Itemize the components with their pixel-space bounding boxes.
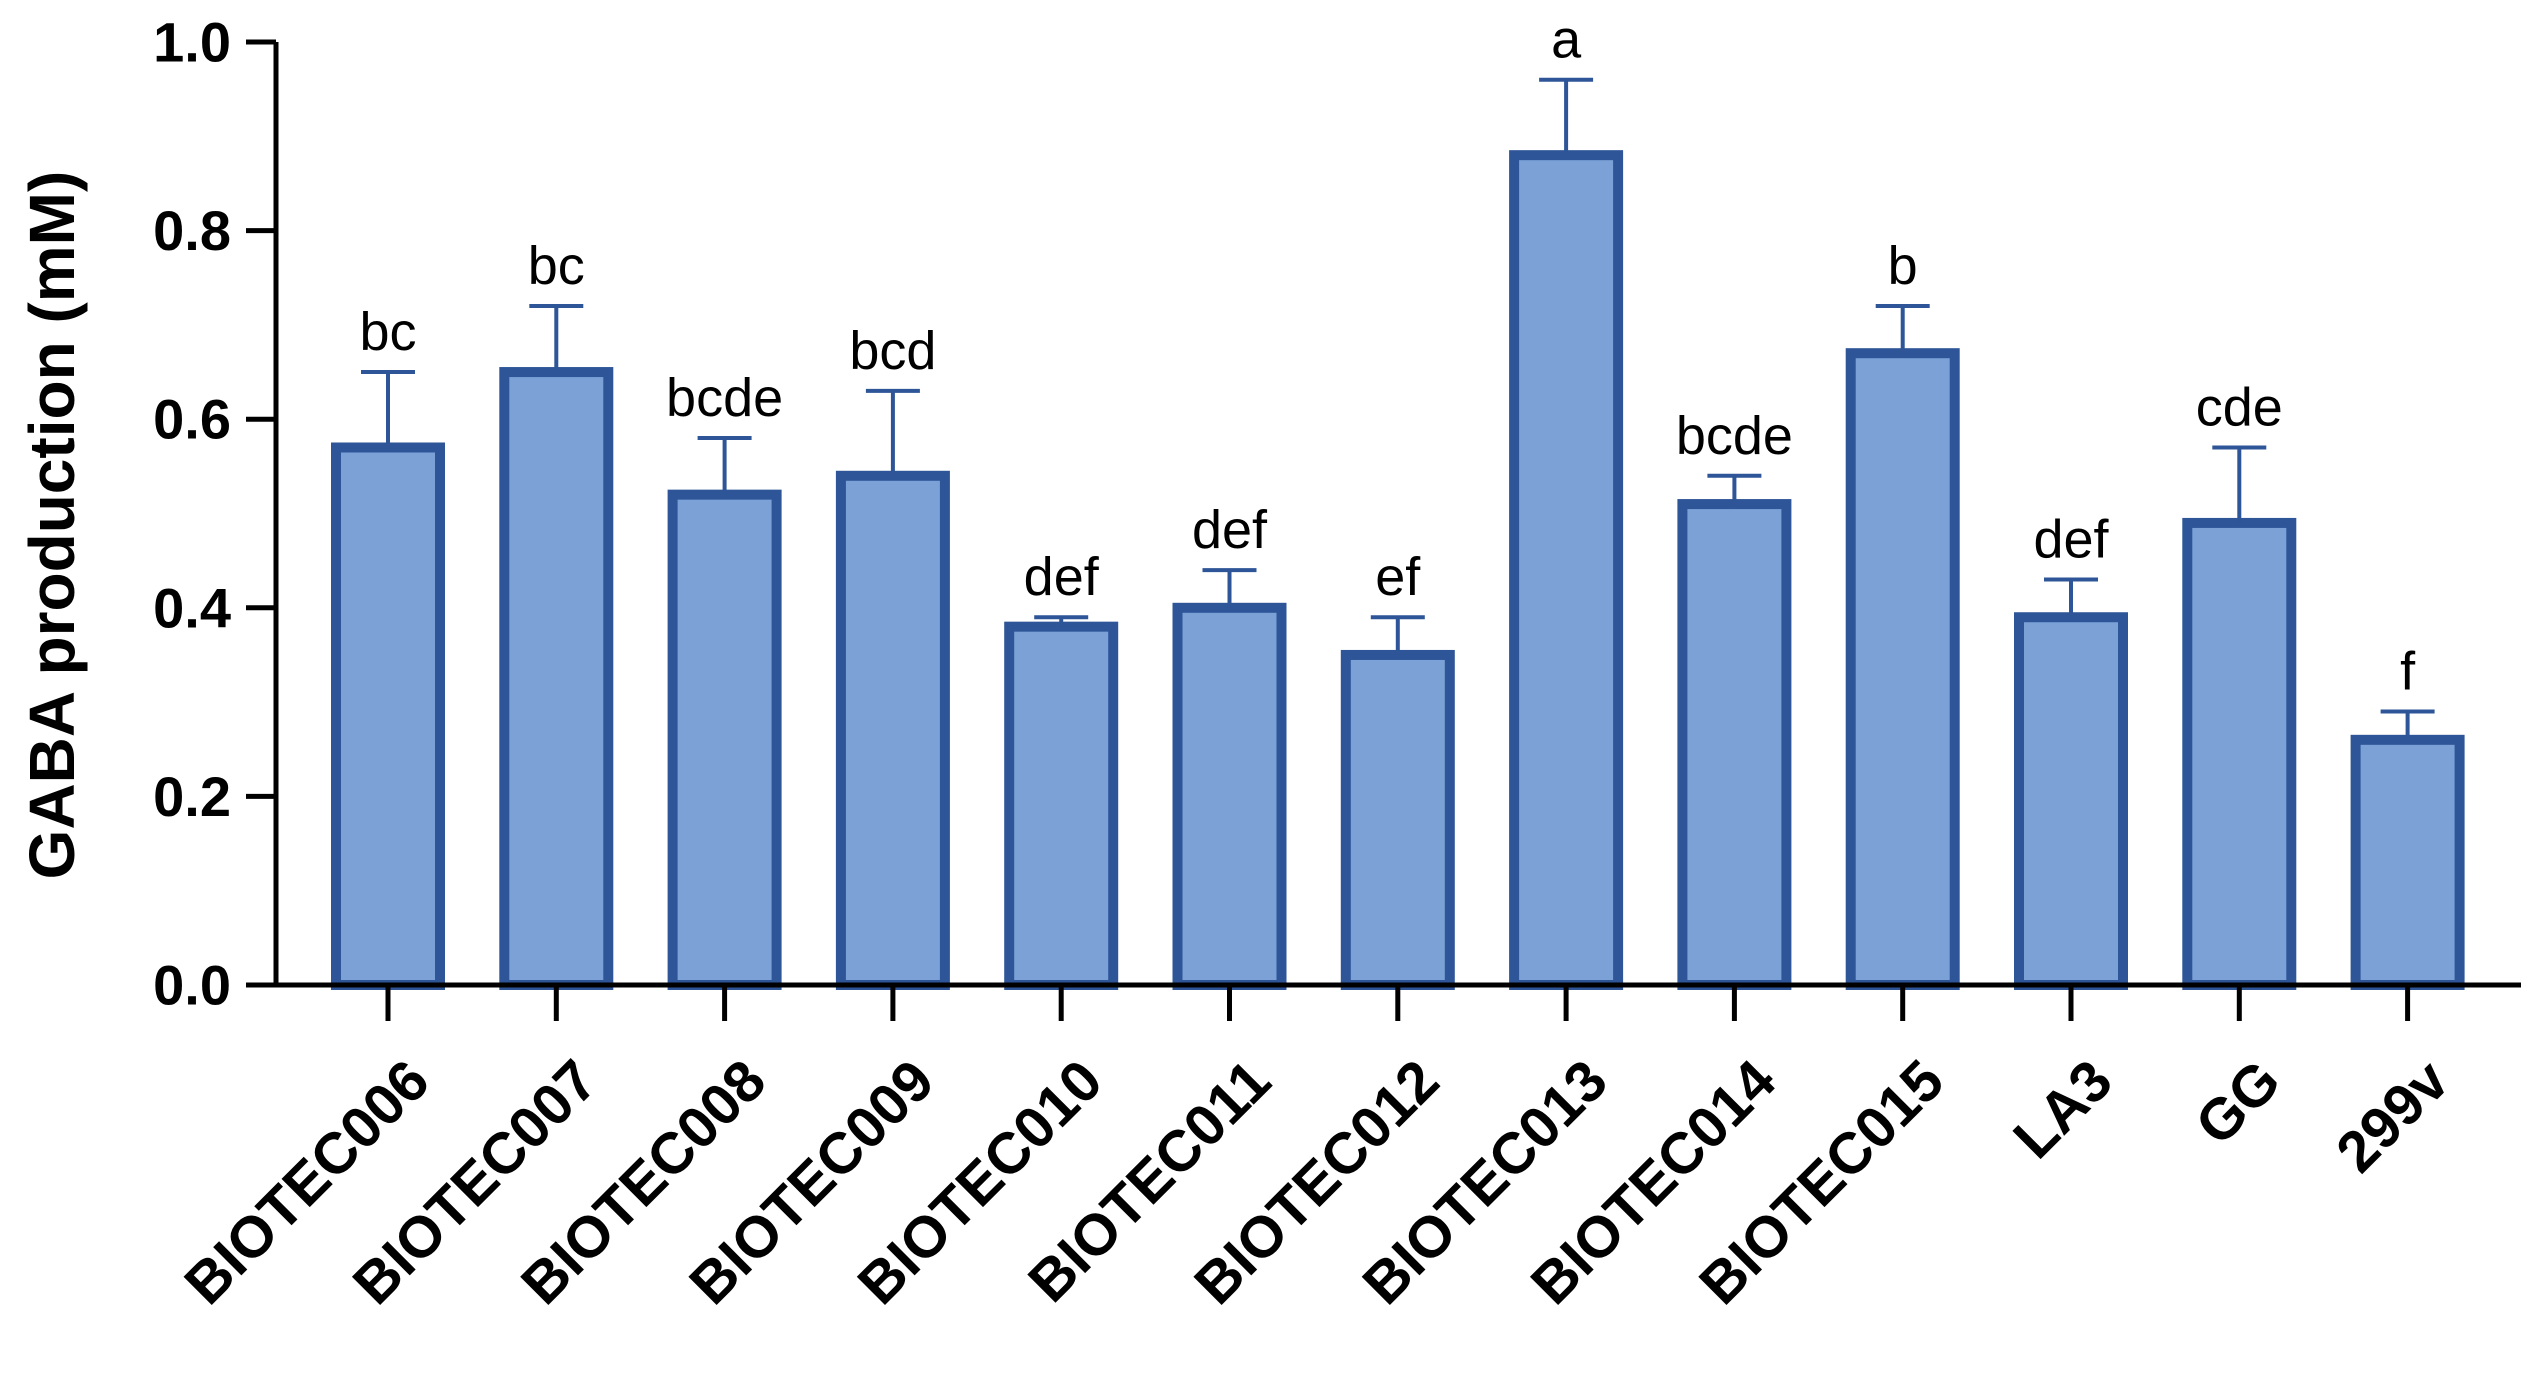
significance-letter-BIOTEC009: bcd: [849, 321, 936, 381]
significance-letter-BIOTEC011: def: [1192, 500, 1268, 560]
y-axis-title: GABA production (mM): [16, 171, 88, 880]
bar-BIOTEC013: [1509, 150, 1624, 991]
y-tick-label-0.2: 0.2: [153, 765, 231, 828]
significance-letter-BIOTEC015: b: [1888, 236, 1918, 296]
significance-letter-BIOTEC014: bcde: [1676, 406, 1793, 466]
bar-BIOTEC015: [1845, 348, 1960, 990]
y-tick-label-0.8: 0.8: [153, 199, 231, 262]
x-ticks-layer: BIOTEC006BIOTEC007BIOTEC008BIOTEC009BIOT…: [172, 985, 2461, 1317]
y-tick-label-0.4: 0.4: [153, 576, 231, 639]
bar-BIOTEC007: [499, 367, 614, 990]
bar-BIOTEC012: [1340, 649, 1455, 990]
x-tick-label-299v: 299v: [2324, 1048, 2461, 1185]
significance-letter-BIOTEC006: bc: [359, 302, 416, 362]
bar-BIOTEC010: [1004, 621, 1119, 990]
significance-letter-BIOTEC010: def: [1024, 547, 1100, 607]
bar-BIOTEC006: [331, 442, 445, 990]
bar-BIOTEC014: [1677, 499, 1792, 990]
significance-letters-layer: bc bc bcde bcd def def ef a bcde b def cde f: [359, 10, 2416, 702]
significance-letter-BIOTEC008: bcde: [666, 368, 783, 428]
bar-LA3: [2014, 612, 2128, 990]
bar-BIOTEC008: [667, 489, 782, 990]
x-tick-label-GG: GG: [2183, 1048, 2293, 1158]
significance-letter-BIOTEC007: bc: [528, 236, 585, 296]
significance-letter-BIOTEC012: ef: [1375, 547, 1421, 607]
y-axis-title-group: GABA production (mM): [16, 171, 88, 880]
x-tick-label-LA3: LA3: [2001, 1048, 2124, 1171]
error-bars-layer: [361, 77, 2435, 740]
bar-GG: [2182, 517, 2297, 990]
y-tick-label-0.6: 0.6: [153, 388, 231, 451]
bar-BIOTEC011: [1172, 602, 1287, 990]
significance-letter-299v: f: [2400, 642, 2416, 702]
y-ticks-layer: 0.0 0.2 0.4 0.6 0.8 1.0: [153, 11, 276, 1017]
significance-letter-GG: cde: [2196, 377, 2283, 437]
y-tick-label-0.0: 0.0: [153, 954, 231, 1017]
significance-letter-LA3: def: [2033, 510, 2109, 570]
y-tick-label-1.0: 1.0: [153, 11, 231, 74]
bar-299v: [2350, 734, 2465, 990]
significance-letter-BIOTEC013: a: [1551, 10, 1582, 70]
bar-BIOTEC009: [835, 470, 950, 990]
